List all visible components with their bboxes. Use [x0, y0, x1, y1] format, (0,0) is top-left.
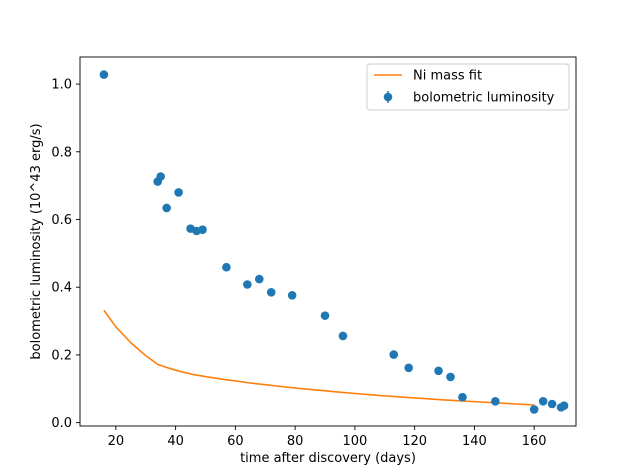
data-point	[243, 280, 252, 289]
y-tick-label: 0.8	[51, 145, 72, 160]
x-tick-label: 100	[342, 434, 367, 449]
plot-area	[80, 57, 576, 426]
data-point	[162, 203, 171, 213]
data-point	[404, 363, 413, 373]
data-point	[198, 225, 207, 234]
data-point	[434, 366, 443, 376]
data-point	[547, 399, 557, 409]
data-point	[458, 392, 467, 402]
y-axis-label: bolometric luminosity (10^43 erg/s)	[29, 123, 44, 359]
y-tick-label: 1.0	[51, 78, 72, 93]
data-point	[99, 70, 109, 79]
data-point	[320, 311, 330, 320]
data-point	[266, 287, 276, 297]
data-points-layer	[99, 70, 569, 414]
y-axis-ticks: 0.0 0.2 0.4 0.6 0.8 1.0	[51, 78, 80, 431]
y-tick-label: 0.4	[51, 281, 72, 296]
data-point	[389, 350, 399, 359]
data-point	[538, 396, 548, 406]
x-tick-label: 80	[287, 434, 304, 449]
data-point	[446, 372, 455, 382]
legend-swatch-bolometric-luminosity	[383, 92, 393, 102]
data-point	[559, 401, 569, 410]
x-tick-label: 120	[402, 434, 427, 449]
data-point	[338, 331, 348, 341]
x-axis-ticks: 20 40 60 80 100 120 140 160	[108, 426, 547, 449]
data-point	[222, 262, 231, 272]
x-tick-label: 60	[227, 434, 244, 449]
x-tick-label: 20	[108, 434, 125, 449]
x-tick-label: 160	[522, 434, 547, 449]
fit-line-layer	[103, 309, 535, 406]
plot-frame	[79, 56, 577, 427]
legend: Ni mass fit bolometric luminosity	[366, 63, 570, 111]
data-point	[529, 405, 539, 414]
x-tick-label: 40	[167, 434, 184, 449]
x-axis-label: time after discovery (days)	[240, 451, 416, 466]
data-point	[491, 396, 500, 406]
x-tick-label: 140	[462, 434, 487, 449]
data-point	[156, 172, 165, 181]
ni-mass-fit-line	[103, 309, 535, 406]
data-point	[174, 188, 183, 197]
legend-label-bolometric-luminosity: bolometric luminosity	[413, 91, 555, 106]
data-point	[254, 274, 264, 284]
y-tick-label: 0.0	[51, 416, 72, 431]
legend-box	[366, 63, 570, 111]
y-tick-label: 0.6	[51, 213, 72, 228]
y-tick-label: 0.2	[51, 348, 72, 363]
legend-label-ni-mass-fit: Ni mass fit	[413, 69, 482, 84]
data-point	[287, 291, 297, 300]
